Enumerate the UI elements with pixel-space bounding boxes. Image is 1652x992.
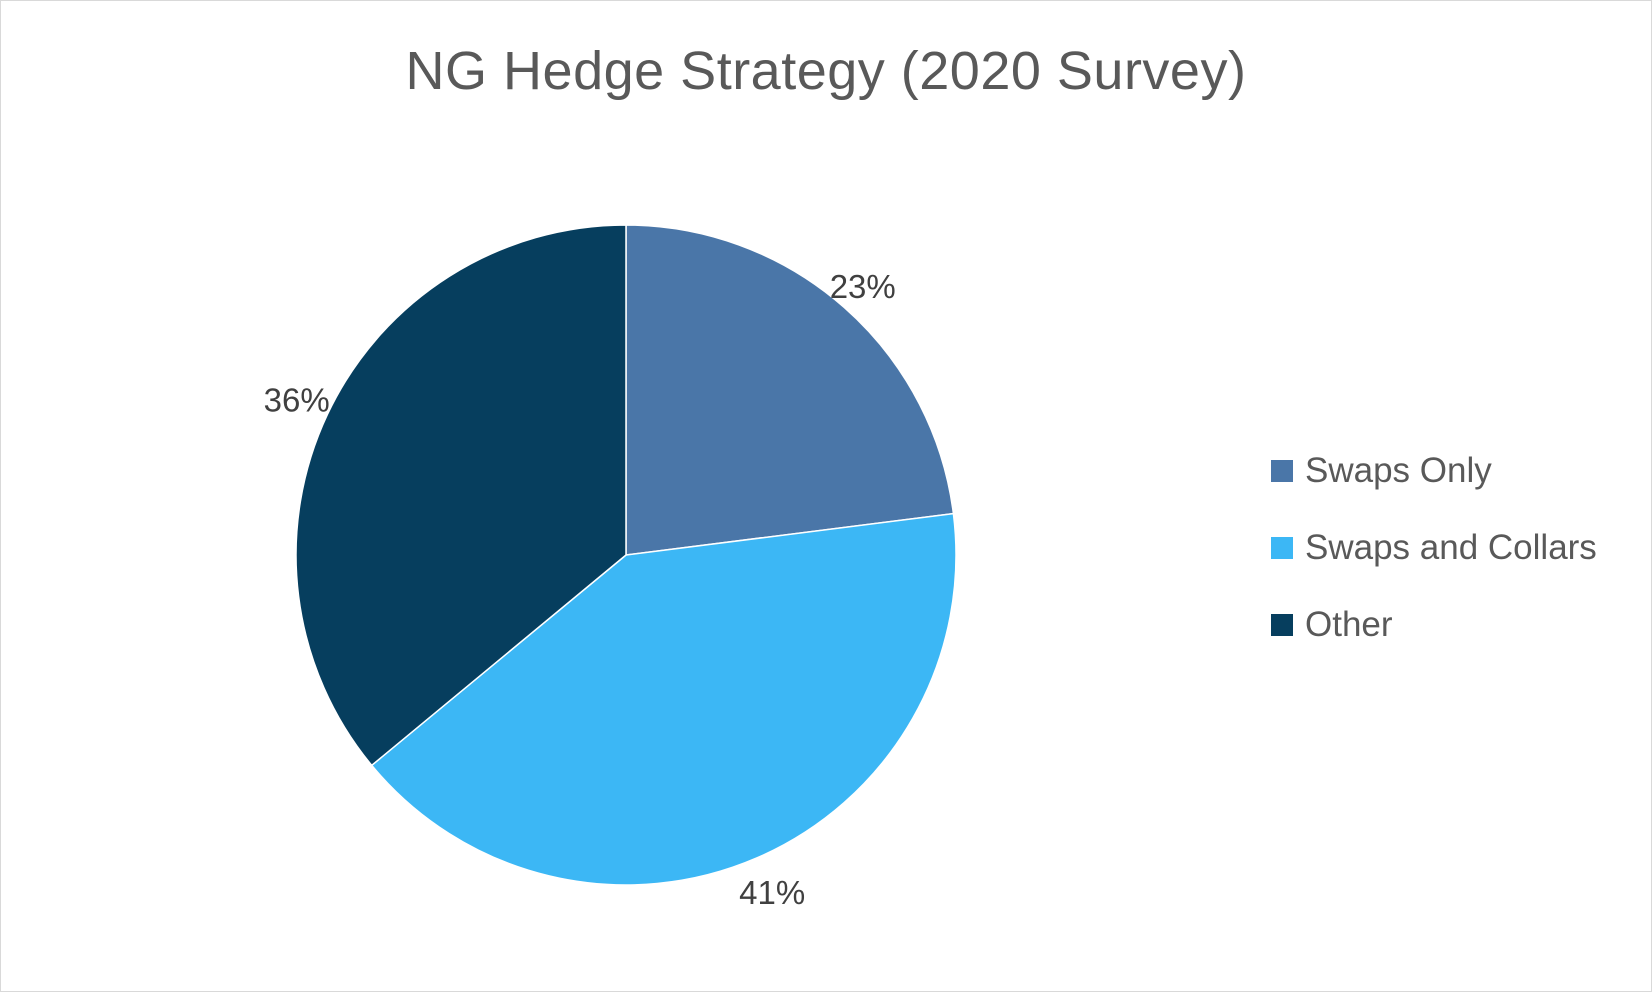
legend-item-swaps-only: Swaps Only <box>1271 451 1597 490</box>
data-label-other: 36% <box>264 382 330 419</box>
pie-slice-swaps-and-collars <box>370 512 957 886</box>
legend-item-other: Other <box>1271 605 1597 644</box>
pie-slices <box>295 224 957 886</box>
pie-slice-other <box>295 224 627 767</box>
pie-data-labels: 23% 41% 36% <box>264 268 896 911</box>
legend-label: Swaps Only <box>1305 451 1492 490</box>
legend-swatch <box>1271 614 1293 636</box>
legend-label: Swaps and Collars <box>1305 528 1597 567</box>
legend-item-swaps-and-collars: Swaps and Collars <box>1271 528 1597 567</box>
chart-title: NG Hedge Strategy (2020 Survey) <box>405 41 1247 101</box>
pie-slice-swaps-only <box>625 224 955 556</box>
legend-swatch <box>1271 537 1293 559</box>
chart-legend: Swaps Only Swaps and Collars Other <box>1271 451 1597 684</box>
legend-swatch <box>1271 460 1293 482</box>
legend-label: Other <box>1305 605 1393 644</box>
data-label-swaps-only: 23% <box>830 268 896 305</box>
data-label-swaps-and-collars: 41% <box>739 874 805 911</box>
